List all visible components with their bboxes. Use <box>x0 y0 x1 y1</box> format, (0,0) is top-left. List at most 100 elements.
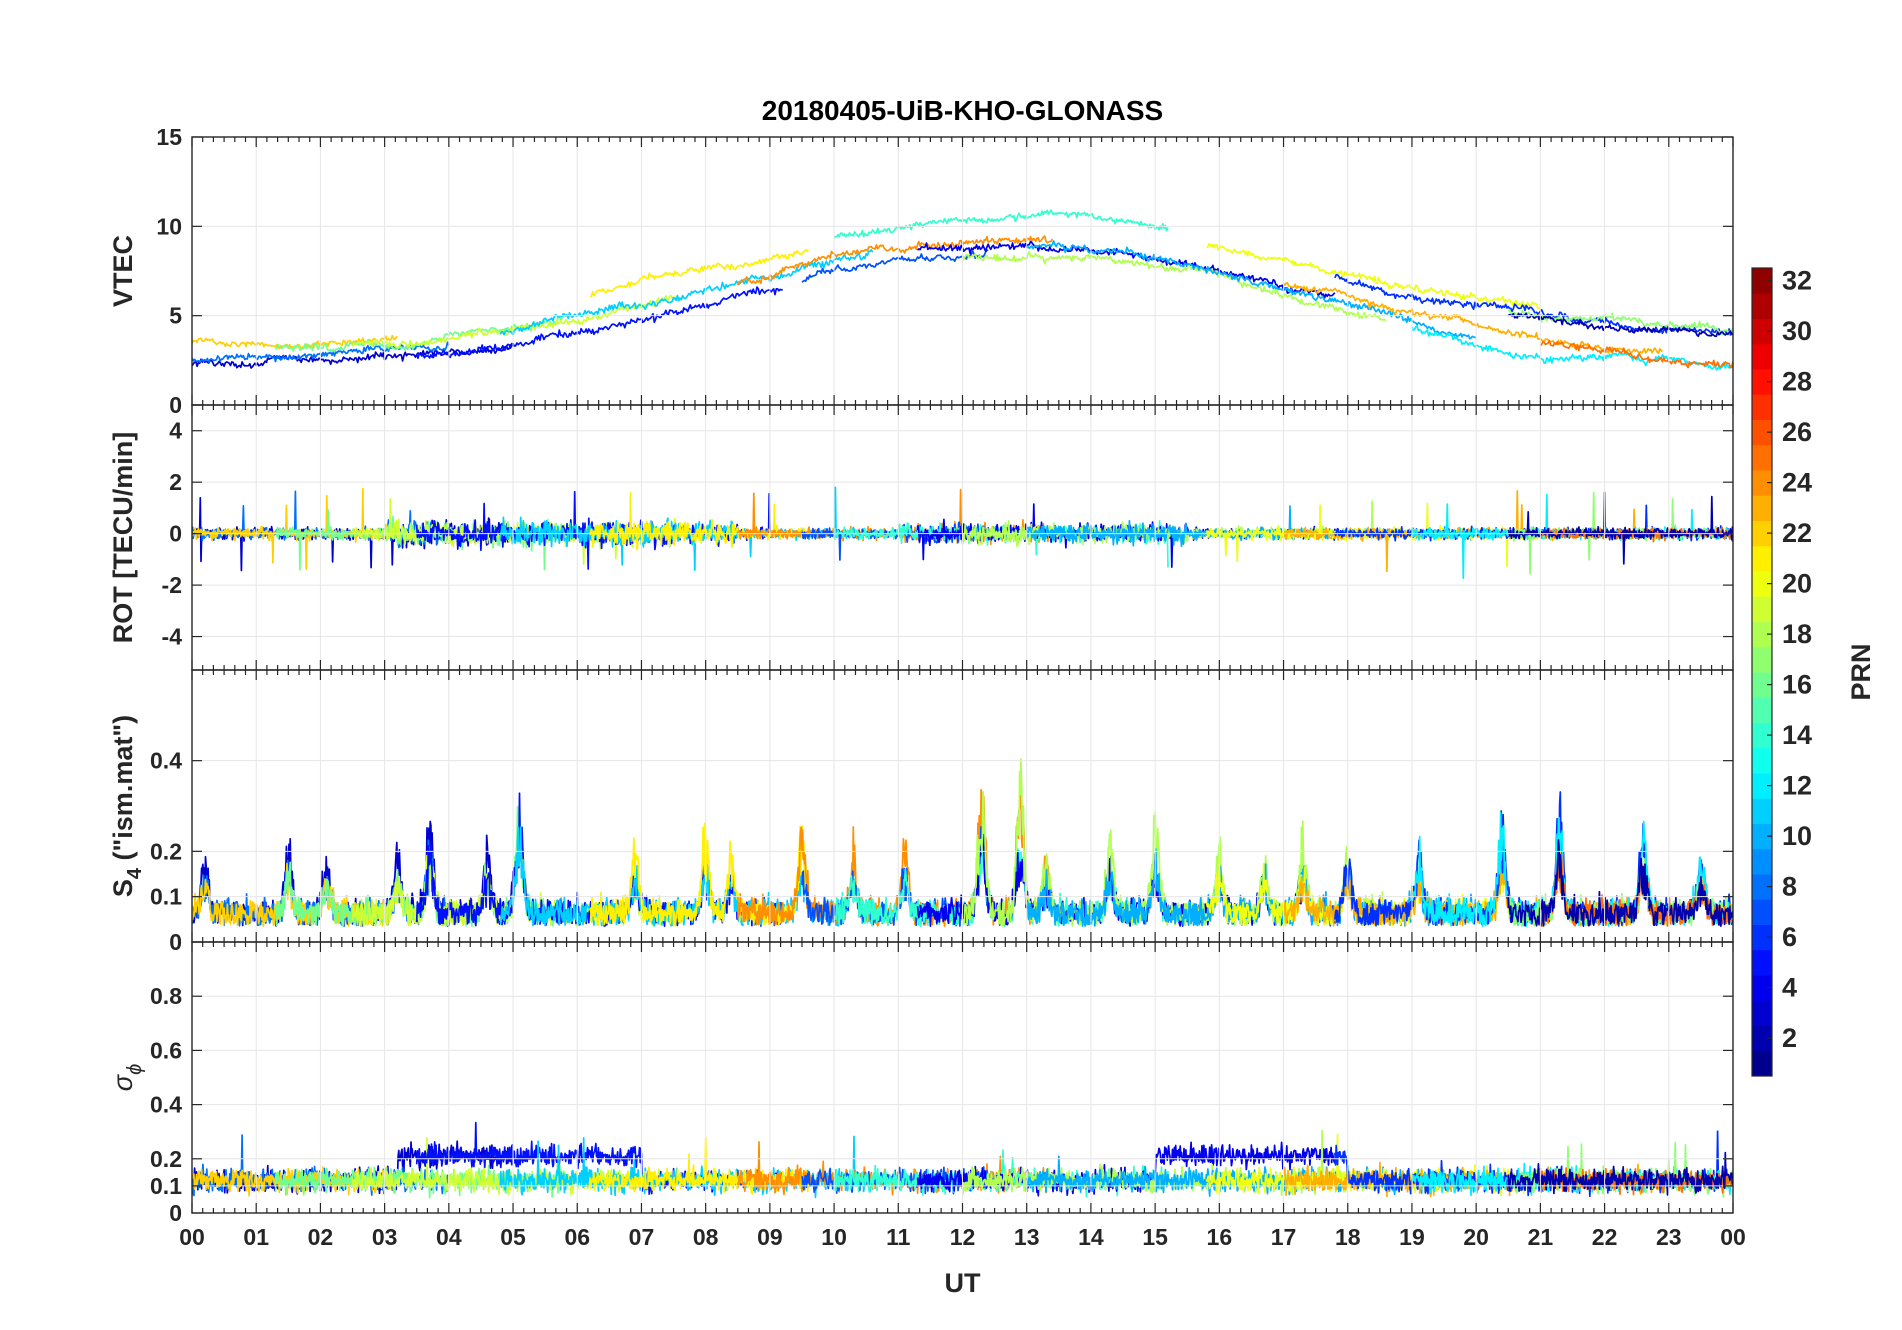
y-axis-label: σϕ <box>108 1064 146 1091</box>
x-tick-label: 16 <box>1207 1224 1233 1250</box>
colorbar-tick-label: 14 <box>1782 720 1812 750</box>
x-tick-label: 07 <box>629 1224 655 1250</box>
chart-title: 20180405-UiB-KHO-GLONASS <box>762 95 1163 126</box>
y-tick-label: -2 <box>162 572 182 598</box>
x-tick-label: 00 <box>1720 1224 1746 1250</box>
colorbar-tick-label: 32 <box>1782 266 1812 296</box>
colorbar-segment <box>1752 924 1772 951</box>
colorbar-segment <box>1752 596 1772 622</box>
colorbar-segment <box>1752 773 1772 799</box>
x-tick-label: 11 <box>886 1224 911 1250</box>
y-axis-label: S4 ("ism.mat") <box>108 715 146 897</box>
y-tick-label: 0.4 <box>150 1092 182 1118</box>
colorbar-segment <box>1752 722 1772 749</box>
y-tick-label: 0 <box>169 521 182 547</box>
colorbar-segment <box>1752 470 1772 496</box>
x-tick-label: 04 <box>436 1224 462 1250</box>
x-tick-label: 13 <box>1014 1224 1040 1250</box>
x-tick-label: 18 <box>1335 1224 1361 1250</box>
prn-trace <box>833 209 1169 239</box>
panel-3-traces <box>192 758 1733 927</box>
x-tick-label: 21 <box>1528 1224 1554 1250</box>
prn-trace <box>1507 838 1733 927</box>
x-tick-label: 19 <box>1399 1224 1425 1250</box>
colorbar-segment <box>1752 848 1772 875</box>
colorbar-segment <box>1752 621 1772 648</box>
x-tick-label: 08 <box>693 1224 719 1250</box>
colorbar-segment <box>1752 798 1772 824</box>
colorbar-segment <box>1752 1025 1772 1052</box>
colorbar-segment <box>1752 369 1772 395</box>
prn-trace <box>961 251 1387 322</box>
y-axis-label: VTEC <box>108 235 138 307</box>
colorbar-segment <box>1752 1000 1772 1026</box>
x-tick-label: 03 <box>372 1224 398 1250</box>
colorbar-segment <box>1752 975 1772 1001</box>
y-tick-label: 0.2 <box>150 1146 182 1172</box>
colorbar-segment <box>1752 495 1772 521</box>
colorbar-tick-label: 18 <box>1782 619 1812 649</box>
colorbar-label: PRN <box>1846 643 1876 700</box>
colorbar-tick-label: 16 <box>1782 670 1812 700</box>
x-tick-label: 20 <box>1463 1224 1489 1250</box>
panel-4-traces <box>192 1121 1733 1199</box>
prn-trace <box>1507 1151 1733 1196</box>
colorbar-tick-label: 24 <box>1782 468 1812 498</box>
prn-trace <box>192 342 514 369</box>
colorbar-segment <box>1752 293 1772 319</box>
x-tick-label: 22 <box>1592 1224 1618 1250</box>
colorbar-segment <box>1752 419 1772 446</box>
colorbar-tick-label: 26 <box>1782 417 1812 447</box>
y-tick-label: 0.6 <box>150 1037 182 1063</box>
x-tick-label: 15 <box>1142 1224 1168 1250</box>
y-tick-label: 0.2 <box>150 838 182 864</box>
colorbar-segment <box>1752 747 1772 774</box>
y-tick-label: 2 <box>169 469 182 495</box>
x-tick-label: 17 <box>1271 1224 1297 1250</box>
colorbar-tick-label: 30 <box>1782 316 1812 346</box>
colorbar-segment <box>1752 571 1772 597</box>
y-tick-label: 0.8 <box>150 983 182 1009</box>
colorbar-segment <box>1752 697 1772 723</box>
y-tick-label: 0 <box>169 1200 182 1226</box>
prn-trace <box>737 235 1054 286</box>
prn-trace <box>590 248 810 298</box>
x-tick-label: 05 <box>500 1224 526 1250</box>
y-tick-label: 0.4 <box>150 748 182 774</box>
y-tick-label: 0 <box>169 929 182 955</box>
colorbar-tick-label: 28 <box>1782 367 1812 397</box>
colorbar-segment <box>1752 520 1772 547</box>
prn-trace <box>801 249 989 283</box>
colorbar-tick-label: 20 <box>1782 569 1812 599</box>
x-tick-label: 10 <box>821 1224 847 1250</box>
x-axis-label: UT <box>945 1268 981 1298</box>
prn-trace <box>415 286 783 360</box>
x-tick-label: 14 <box>1078 1224 1104 1250</box>
colorbar-tick-label: 2 <box>1782 1023 1797 1053</box>
x-tick-label: 01 <box>243 1224 269 1250</box>
x-tick-label: 12 <box>950 1224 976 1250</box>
colorbar-tick-label: 8 <box>1782 872 1797 902</box>
colorbar-segment <box>1752 823 1772 850</box>
y-tick-label: 0 <box>169 392 182 418</box>
y-tick-label: -4 <box>162 624 183 650</box>
colorbar-segment <box>1752 899 1772 925</box>
x-tick-label: 02 <box>308 1224 334 1250</box>
colorbar-tick-label: 4 <box>1782 973 1797 1003</box>
panel-1-traces <box>192 209 1733 371</box>
prn-trace <box>1334 273 1733 336</box>
prn-trace <box>1539 339 1733 369</box>
y-tick-label: 5 <box>169 303 182 329</box>
y-tick-label: 0.1 <box>150 1173 182 1199</box>
prn-trace <box>1206 242 1541 310</box>
prn-trace <box>1025 1155 1478 1197</box>
colorbar-tick-label: 22 <box>1782 518 1812 548</box>
y-tick-label: 15 <box>156 124 182 150</box>
colorbar-tick-label: 6 <box>1782 922 1797 952</box>
y-tick-label: 4 <box>169 418 182 444</box>
colorbar-segment <box>1752 394 1772 420</box>
colorbar-frame <box>1751 267 1773 1077</box>
